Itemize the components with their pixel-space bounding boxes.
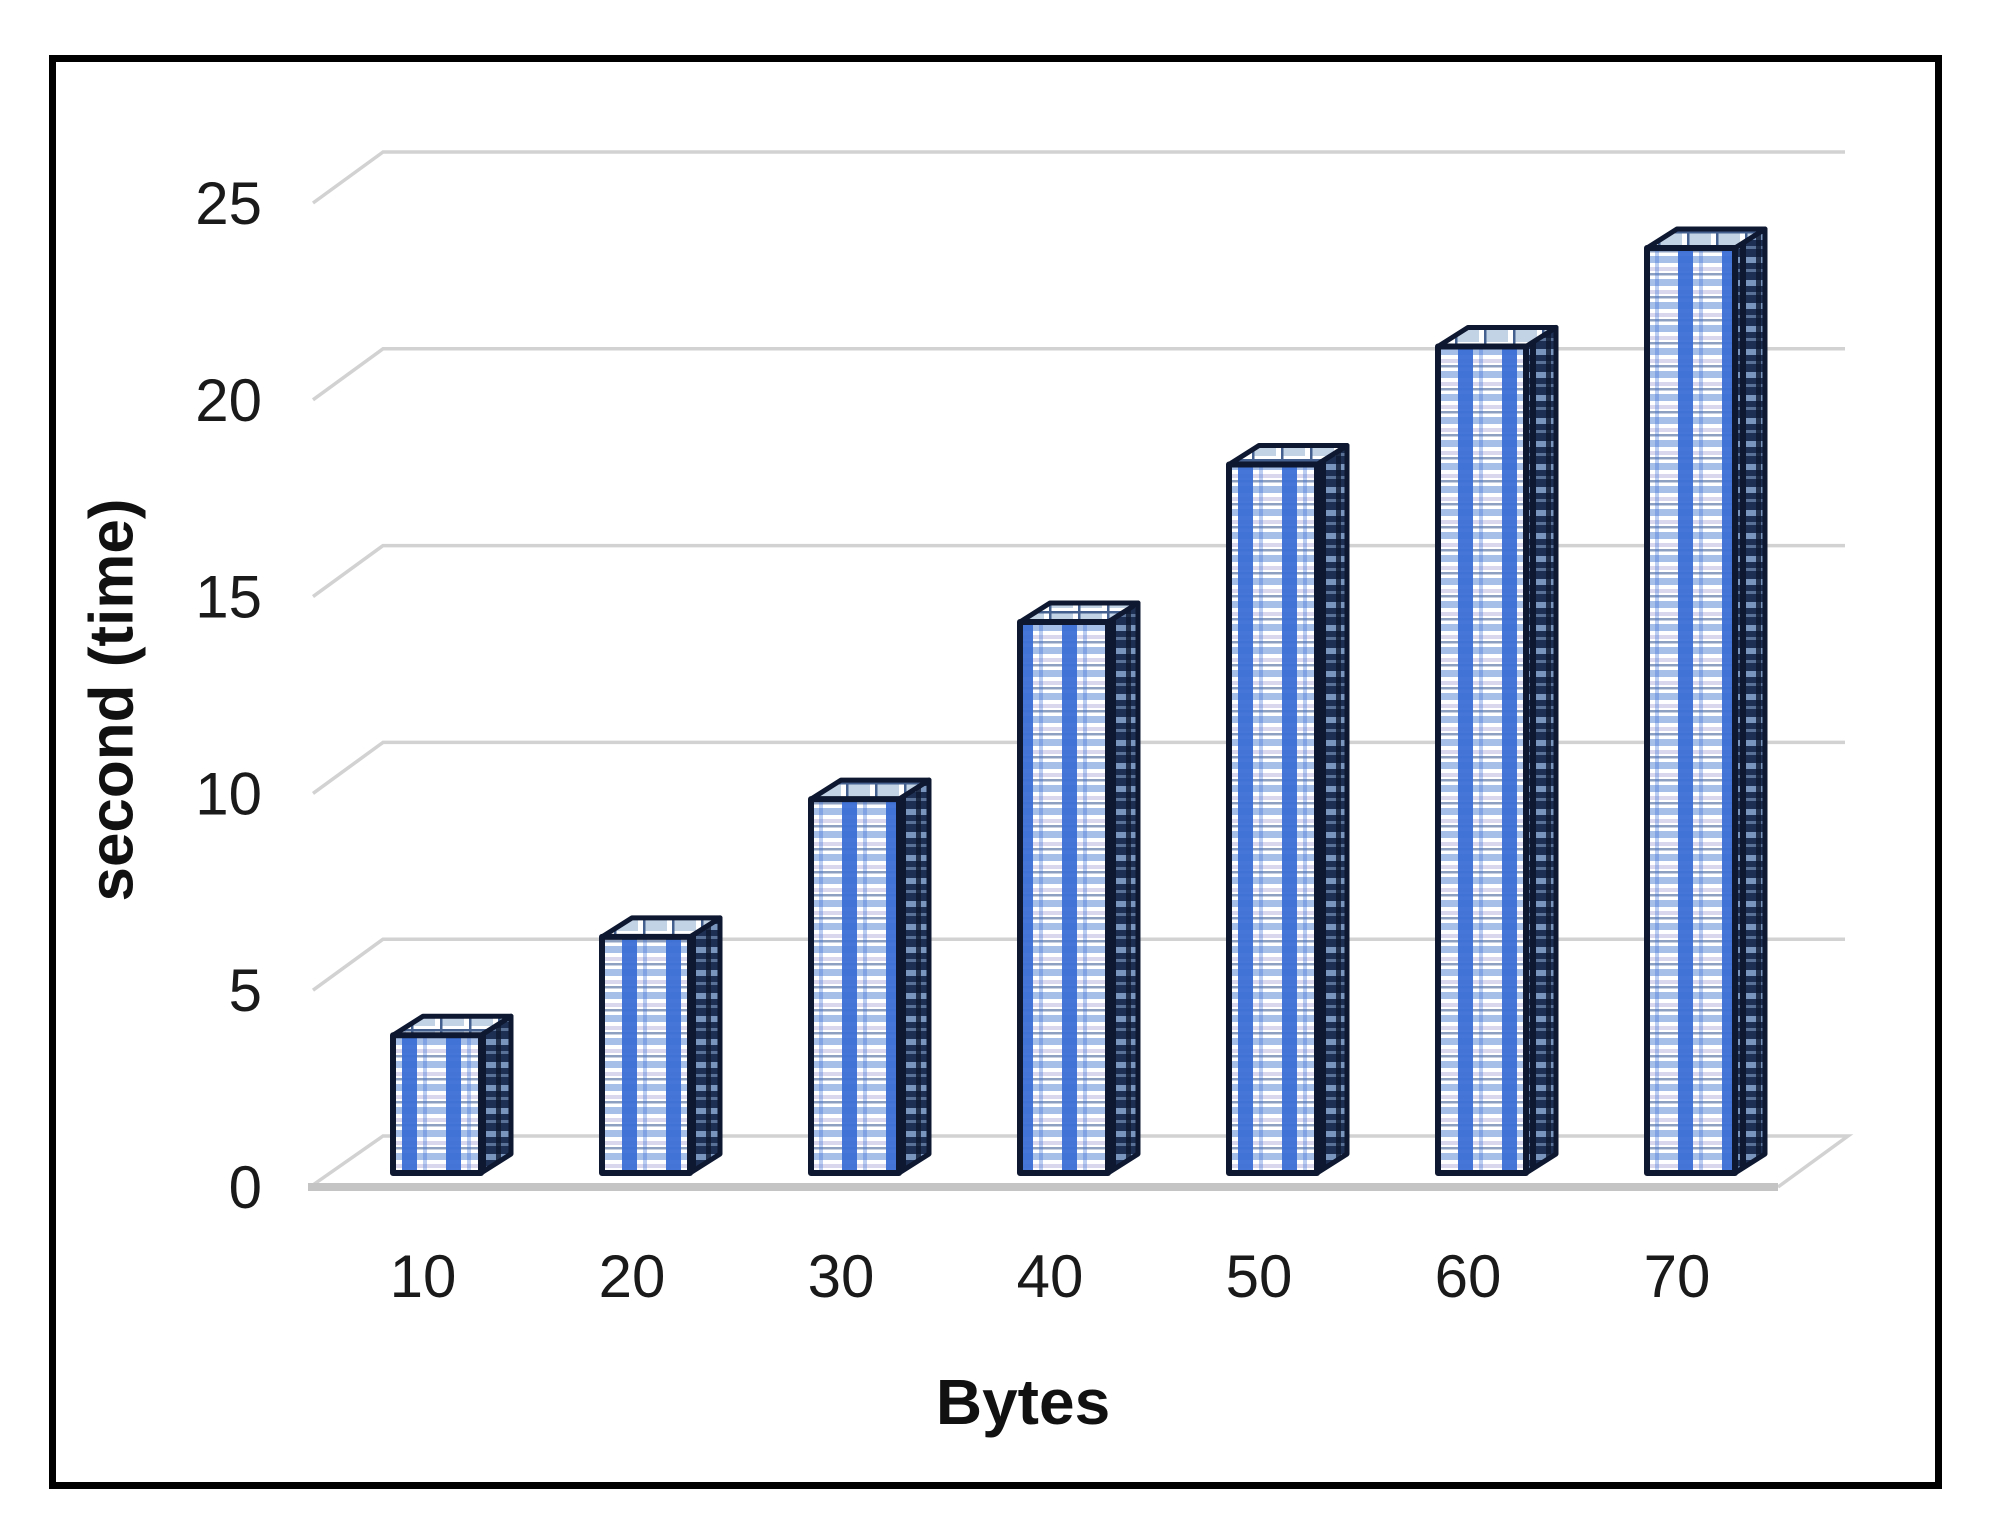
bar-front-face bbox=[1644, 245, 1738, 1177]
x-tick-label: 10 bbox=[390, 1243, 457, 1310]
bar-column-50 bbox=[1226, 443, 1350, 1176]
bar-side-face bbox=[478, 1013, 514, 1176]
bar-front-face bbox=[1017, 618, 1111, 1176]
y-tick-label: 5 bbox=[229, 957, 262, 1024]
bar-side-face bbox=[896, 777, 932, 1176]
bar-column-20 bbox=[599, 915, 723, 1177]
chart-frame bbox=[49, 55, 1942, 1489]
gridline-25 bbox=[311, 150, 1845, 205]
y-tick-label: 20 bbox=[195, 367, 262, 434]
gridline-20 bbox=[311, 347, 1845, 402]
bar-side-face bbox=[1732, 226, 1768, 1176]
y-tick-label: 15 bbox=[195, 564, 262, 631]
bar-column-10 bbox=[390, 1013, 514, 1176]
x-tick-label: 50 bbox=[1226, 1243, 1293, 1310]
bar-column-40 bbox=[1017, 600, 1141, 1176]
bar-front-face bbox=[390, 1032, 484, 1176]
gridline-10 bbox=[311, 740, 1845, 795]
bar-front-face bbox=[1226, 461, 1320, 1176]
x-tick-label: 70 bbox=[1644, 1243, 1711, 1310]
x-tick-label: 20 bbox=[599, 1243, 666, 1310]
bar-front-face bbox=[599, 933, 693, 1177]
bar-side-face bbox=[1523, 324, 1559, 1176]
x-tick-label: 30 bbox=[808, 1243, 875, 1310]
y-tick-label: 10 bbox=[195, 760, 262, 827]
y-axis-title: second (time) bbox=[77, 498, 147, 902]
bar-front-face bbox=[808, 796, 902, 1177]
x-axis-title: Bytes bbox=[935, 1366, 1111, 1438]
gridline-5 bbox=[311, 937, 1845, 992]
bar-front-face bbox=[1435, 343, 1529, 1176]
bar-side-face bbox=[687, 915, 723, 1176]
bar-column-70 bbox=[1644, 226, 1768, 1177]
x-tick-label: 40 bbox=[1017, 1243, 1084, 1310]
bar-column-60 bbox=[1435, 324, 1559, 1176]
bar-side-face bbox=[1314, 443, 1350, 1176]
y-tick-label: 0 bbox=[229, 1154, 262, 1221]
y-tick-label: 25 bbox=[195, 170, 262, 237]
gridline-15 bbox=[311, 543, 1845, 599]
bar-column-30 bbox=[808, 777, 932, 1177]
x-tick-label: 60 bbox=[1435, 1243, 1502, 1310]
bar-side-face bbox=[1105, 600, 1141, 1176]
